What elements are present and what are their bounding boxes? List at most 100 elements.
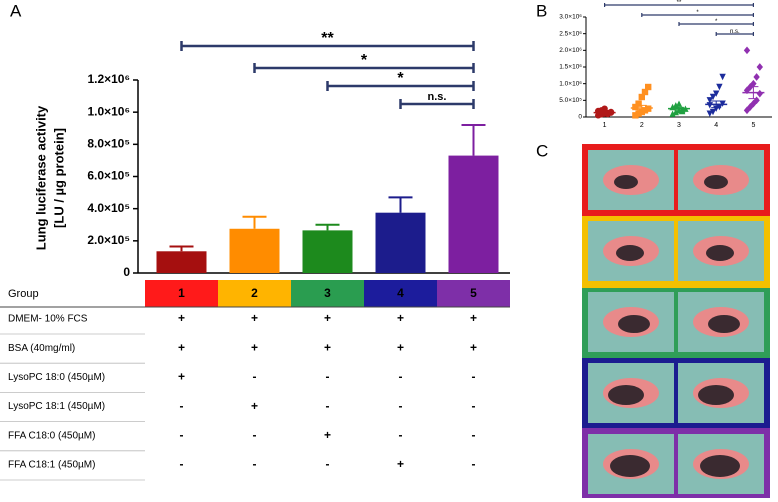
group-label: 5 xyxy=(470,286,477,300)
sem-bar xyxy=(674,106,684,111)
data-point xyxy=(638,93,645,101)
tissue-dark xyxy=(700,455,740,477)
significance-label: * xyxy=(715,19,718,25)
y-tick-label: 0 xyxy=(123,265,130,279)
y-tick-label: 2.0×10⁶ xyxy=(559,47,582,54)
data-point xyxy=(747,103,754,111)
bar xyxy=(448,155,499,273)
data-point xyxy=(645,83,652,91)
y-tick-label: 2.0×10⁵ xyxy=(87,233,130,247)
group-cell xyxy=(437,280,510,307)
x-tick-label: 4 xyxy=(714,122,718,129)
error-bar xyxy=(388,196,413,213)
table-cell: + xyxy=(470,311,477,325)
significance-label: * xyxy=(696,10,699,16)
tissue-dark xyxy=(610,455,650,477)
group-cell xyxy=(291,280,364,307)
panel-label: B xyxy=(536,1,547,20)
y-tick-label: 4.0×10⁵ xyxy=(87,201,130,215)
table-cell: - xyxy=(326,457,330,471)
y-tick-label: 5.0×10⁵ xyxy=(559,97,582,104)
tissue-dark xyxy=(614,175,638,189)
group-cell xyxy=(145,280,218,307)
table-cell: + xyxy=(397,311,404,325)
group-label: 2 xyxy=(251,286,258,300)
data-point xyxy=(669,110,676,117)
data-point xyxy=(753,73,760,81)
y-tick-label: 8.0×10⁵ xyxy=(87,137,130,151)
bar xyxy=(375,212,426,273)
group-cell xyxy=(218,280,291,307)
tissue-dark xyxy=(608,385,644,405)
data-point xyxy=(709,108,717,116)
data-point xyxy=(675,100,683,107)
table-cell: + xyxy=(470,340,477,354)
significance-label: ** xyxy=(321,30,334,47)
group-cell xyxy=(364,280,437,307)
x-tick-label: 1 xyxy=(603,122,607,129)
table-cell: + xyxy=(324,428,331,442)
table-cell: + xyxy=(178,311,185,325)
y-axis-label: [LU / µg protein] xyxy=(51,128,66,228)
table-cell: - xyxy=(253,370,257,384)
error-bar xyxy=(315,223,340,231)
table-cell: + xyxy=(251,311,258,325)
row-label: BSA (40mg/ml) xyxy=(8,343,75,354)
table-cell: - xyxy=(472,370,476,384)
table-cell: - xyxy=(472,428,476,442)
significance-bracket xyxy=(326,81,475,91)
data-point xyxy=(716,103,723,111)
table-cell: + xyxy=(324,311,331,325)
table-cell: - xyxy=(326,399,330,413)
table-cell: - xyxy=(472,457,476,471)
tissue-dark xyxy=(618,315,650,333)
y-tick-label: 6.0×10⁵ xyxy=(87,169,130,183)
table-cell: - xyxy=(180,399,184,413)
y-tick-label: 0 xyxy=(578,114,582,121)
significance-label: n.s. xyxy=(730,29,740,35)
table-cell: + xyxy=(178,370,185,384)
tissue-dark xyxy=(698,385,734,405)
data-point xyxy=(635,100,642,107)
row-label: DMEM- 10% FCS xyxy=(8,314,88,325)
significance-bracket xyxy=(641,13,754,17)
table-cell: - xyxy=(399,399,403,413)
data-point xyxy=(756,63,763,71)
table-header: Group xyxy=(8,288,39,300)
significance-bracket xyxy=(253,63,475,73)
bar xyxy=(229,228,280,273)
data-point xyxy=(706,110,713,117)
y-tick-label: 1.5×10⁶ xyxy=(559,64,582,71)
y-tick-label: 1.0×10⁶ xyxy=(87,104,130,118)
row-label: LysoPC 18:0 (450µM) xyxy=(8,372,105,383)
data-point xyxy=(672,108,679,116)
table-cell: - xyxy=(399,370,403,384)
tissue-dark xyxy=(706,245,734,261)
table-cell: + xyxy=(397,457,404,471)
table-cell: + xyxy=(324,340,331,354)
significance-bracket xyxy=(715,32,754,36)
sem-bar xyxy=(636,104,647,112)
sem-bar xyxy=(748,86,759,100)
group-label: 1 xyxy=(178,286,185,300)
significance-label: * xyxy=(361,52,368,69)
row-label: FFA C18:1 (450µM) xyxy=(8,460,95,471)
significance-label: n.s. xyxy=(428,91,447,103)
bar xyxy=(156,251,207,273)
data-point xyxy=(679,107,686,115)
y-tick-label: 3.0×10⁶ xyxy=(559,14,582,21)
y-tick-label: 1.2×10⁶ xyxy=(87,72,130,86)
data-point xyxy=(713,90,720,97)
y-tick-label: 2.5×10⁶ xyxy=(559,30,582,37)
tissue-dark xyxy=(616,245,644,261)
table-cell: + xyxy=(251,399,258,413)
table-cell: - xyxy=(326,370,330,384)
significance-bracket xyxy=(678,22,754,26)
table-cell: - xyxy=(253,428,257,442)
row-label: LysoPC 18:1 (450µM) xyxy=(8,401,105,412)
significance-bracket xyxy=(399,99,475,109)
data-point xyxy=(641,88,649,96)
table-cell: - xyxy=(399,428,403,442)
table-cell: - xyxy=(253,457,257,471)
y-tick-label: 1.0×10⁶ xyxy=(559,80,582,87)
